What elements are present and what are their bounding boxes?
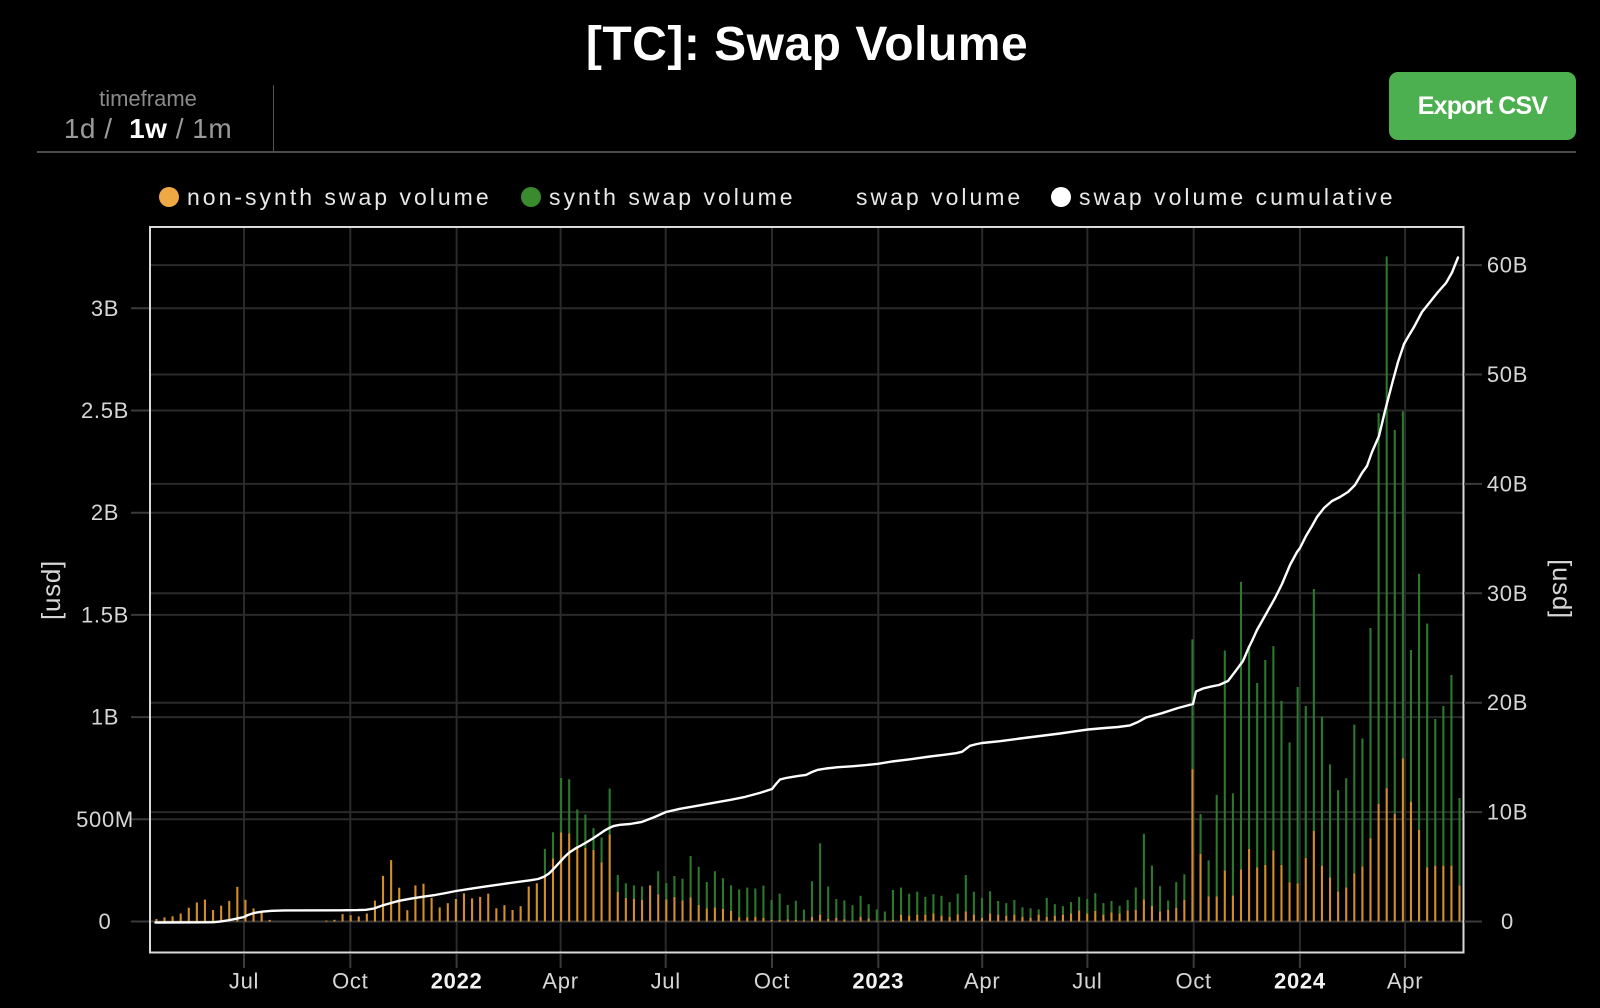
svg-text:2.5B: 2.5B: [81, 398, 129, 423]
svg-text:swap volume: swap volume: [856, 184, 1023, 210]
svg-text:Jul: Jul: [651, 969, 681, 994]
svg-text:60B: 60B: [1487, 253, 1528, 278]
svg-text:50B: 50B: [1487, 362, 1528, 387]
svg-text:Jul: Jul: [229, 969, 259, 994]
svg-text:Oct: Oct: [754, 969, 790, 994]
svg-text:non-synth swap volume: non-synth swap volume: [187, 184, 492, 210]
svg-text:0: 0: [1501, 909, 1514, 934]
svg-text:[usd]: [usd]: [1547, 559, 1577, 619]
svg-text:1.5B: 1.5B: [81, 602, 129, 627]
svg-text:Oct: Oct: [1176, 969, 1212, 994]
svg-text:2024: 2024: [1274, 969, 1326, 994]
svg-text:20B: 20B: [1487, 690, 1528, 715]
svg-text:Apr: Apr: [542, 969, 578, 994]
svg-text:Jul: Jul: [1072, 969, 1102, 994]
svg-text:2023: 2023: [852, 969, 904, 994]
svg-text:2022: 2022: [431, 969, 483, 994]
svg-text:3B: 3B: [91, 296, 119, 321]
svg-text:[usd]: [usd]: [36, 560, 66, 620]
svg-text:Oct: Oct: [332, 969, 368, 994]
svg-text:1B: 1B: [91, 705, 119, 730]
svg-text:30B: 30B: [1487, 581, 1528, 606]
svg-text:40B: 40B: [1487, 471, 1528, 496]
svg-text:synth swap volume: synth swap volume: [549, 184, 796, 210]
svg-text:Apr: Apr: [964, 969, 1000, 994]
svg-text:Apr: Apr: [1387, 969, 1423, 994]
svg-text:swap volume cumulative: swap volume cumulative: [1079, 184, 1396, 210]
svg-text:500M: 500M: [76, 807, 134, 832]
svg-text:10B: 10B: [1487, 800, 1528, 825]
svg-text:0: 0: [99, 909, 112, 934]
svg-text:2B: 2B: [91, 500, 119, 525]
